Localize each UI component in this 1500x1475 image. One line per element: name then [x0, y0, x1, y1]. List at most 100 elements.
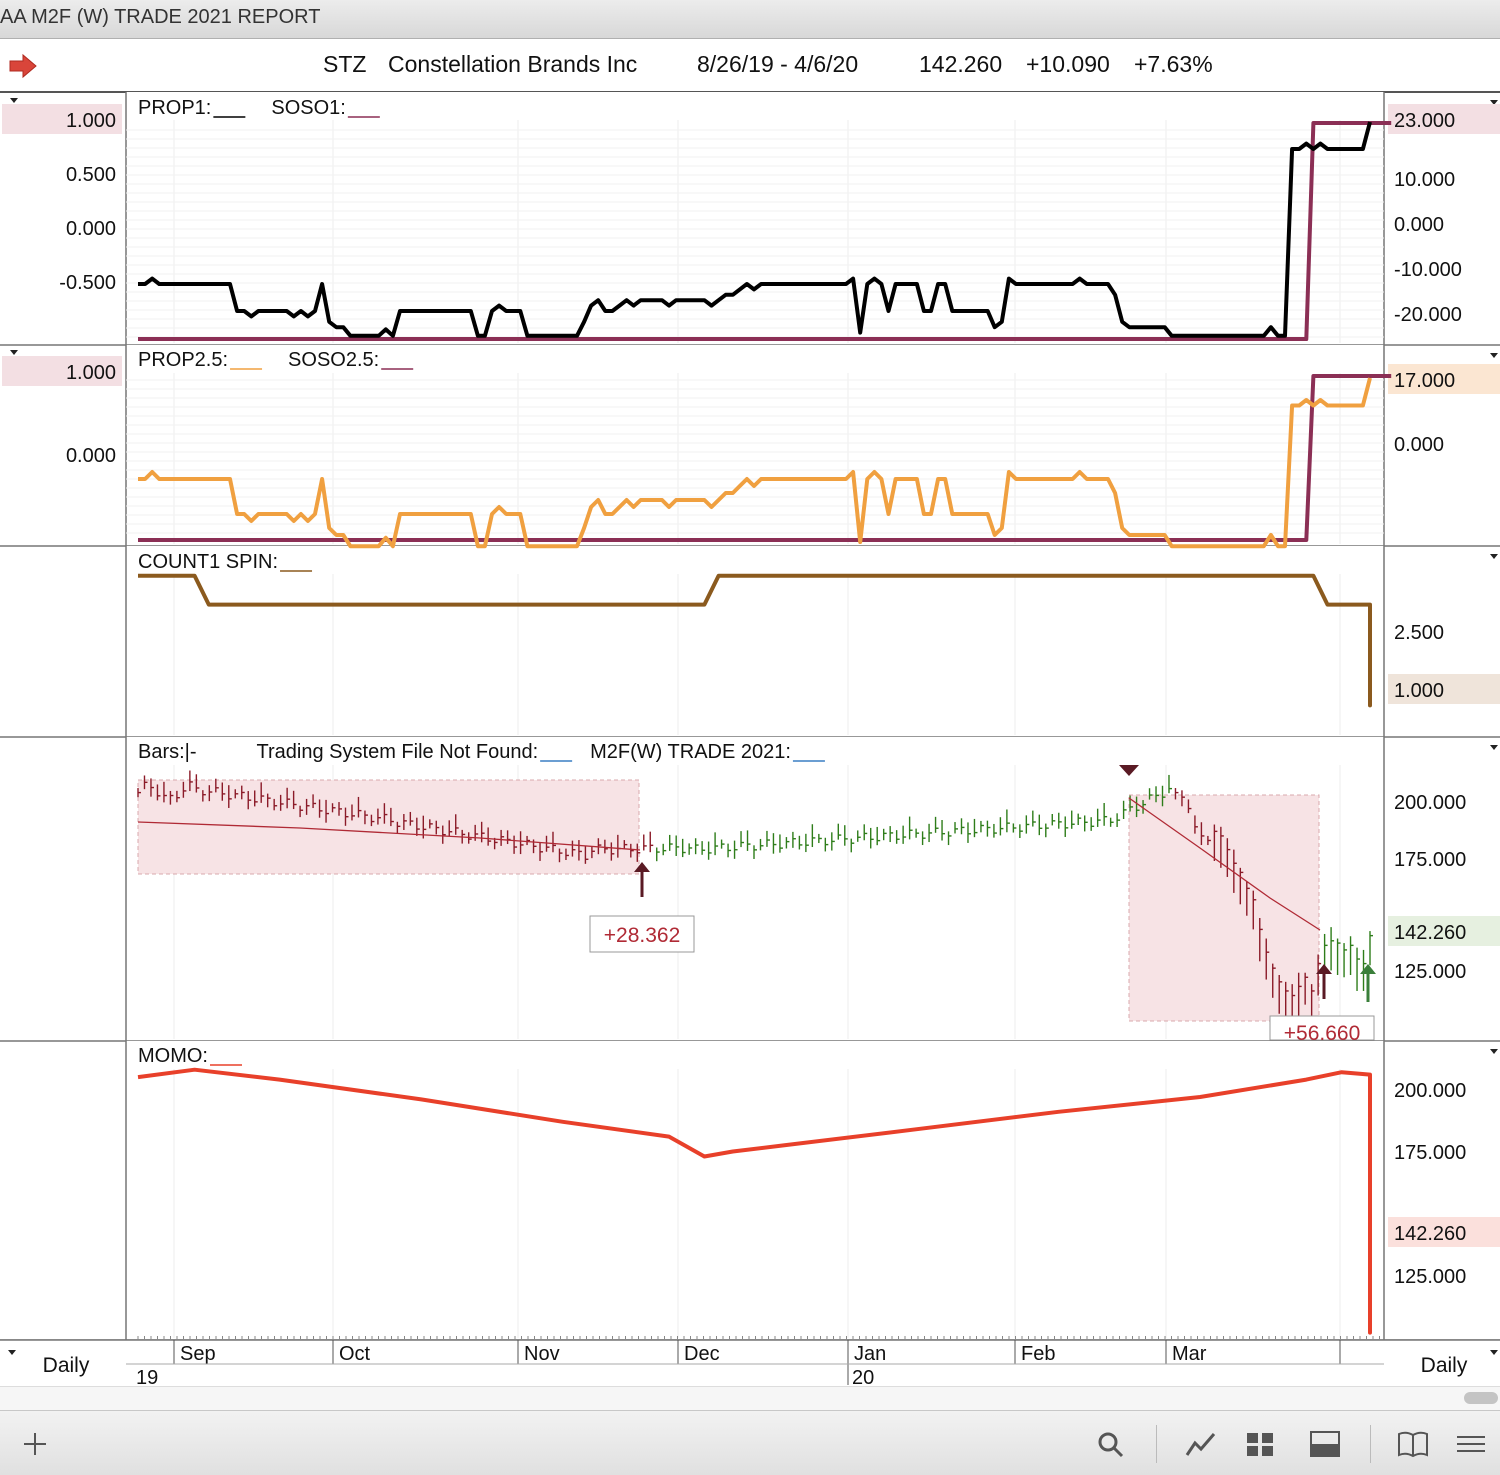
month-label: Nov — [524, 1343, 560, 1365]
month-label: Oct — [339, 1343, 371, 1365]
axis-highlight — [2, 356, 122, 386]
series-prop25-line — [138, 377, 1372, 549]
moving-average-line — [137, 821, 641, 851]
panel-menu-icon[interactable] — [10, 98, 18, 103]
axis-highlight — [1388, 1217, 1500, 1247]
right-tick-label: 200.000 — [1394, 1080, 1466, 1102]
series-prop1-line — [138, 121, 1372, 338]
book-icon[interactable] — [1396, 1429, 1430, 1459]
axis-highlight — [2, 104, 122, 134]
buy-arrow-icon — [1360, 964, 1376, 974]
bottom-toolbar — [0, 1410, 1500, 1475]
price-change-percent: +7.63% — [1134, 51, 1213, 77]
trade-annotation-box — [1269, 1015, 1375, 1041]
right-tick-label: 10.000 — [1394, 169, 1455, 191]
timeframe-menu-icon[interactable] — [8, 1350, 16, 1355]
legend-entry: M2F(W) TRADE 2021: — [590, 741, 791, 763]
legend-entry: SOSO1: — [271, 97, 345, 119]
menu-icon[interactable] — [1454, 1429, 1488, 1459]
symbol-header: STZ Constellation Brands Inc 8/26/19 - 4… — [0, 39, 1500, 93]
right-tick-label: 125.000 — [1394, 961, 1466, 983]
window-titlebar: AA M2F (W) TRADE 2021 REPORT — [0, 0, 1500, 39]
right-tick-label: 175.000 — [1394, 849, 1466, 871]
buy-arrow-icon — [1316, 964, 1332, 974]
legend-entry: COUNT1 SPIN: — [138, 551, 278, 573]
timeframe-menu-icon[interactable] — [1490, 1350, 1498, 1355]
left-tick-label: 1.000 — [66, 362, 116, 384]
year-label: 20 — [852, 1367, 874, 1387]
legend-entry: SOSO2.5: — [288, 349, 379, 371]
trade-box-2 — [1128, 794, 1320, 1022]
legend-entry: MOMO: — [138, 1045, 208, 1067]
axis-highlight — [1388, 364, 1500, 394]
sell-marker-icon — [1119, 765, 1139, 776]
horizontal-scrollbar[interactable] — [0, 1386, 1500, 1411]
series-soso1-line — [138, 121, 1392, 341]
right-tick-label: -20.000 — [1394, 304, 1462, 326]
panel-menu-icon[interactable] — [1490, 353, 1498, 358]
legend-entry: PROP1: — [138, 97, 211, 119]
left-tick-label: 0.000 — [66, 218, 116, 240]
right-tick-label: 23.000 — [1394, 110, 1455, 132]
moving-average-line — [1128, 797, 1321, 931]
last-price-label: 142.260 — [1394, 922, 1466, 944]
last-price-label: 142.260 — [1394, 1223, 1466, 1245]
panel-background — [126, 1041, 1384, 1340]
month-label: Sep — [180, 1343, 216, 1365]
right-tick-label: 1.000 — [1394, 680, 1444, 702]
scrollbar-thumb[interactable] — [1464, 1392, 1498, 1404]
trade-annotation: +28.362 — [604, 924, 681, 947]
series-momo-line — [137, 1067, 1372, 1335]
panel-background — [126, 92, 1384, 345]
left-tick-label: -0.500 — [59, 272, 116, 294]
price-change: +10.090 — [1026, 51, 1110, 77]
month-label: Dec — [684, 1343, 720, 1365]
right-tick-label: 0.000 — [1394, 434, 1444, 456]
left-tick-label: 0.000 — [66, 445, 116, 467]
panel-menu-icon[interactable] — [1490, 745, 1498, 750]
date-range: 8/26/19 - 4/6/20 — [697, 51, 859, 77]
right-tick-label: 200.000 — [1394, 792, 1466, 814]
year-label: 19 — [136, 1367, 158, 1387]
window-title: AA M2F (W) TRADE 2021 REPORT — [0, 6, 321, 28]
month-label: Mar — [1172, 1343, 1207, 1365]
red-arrow-icon[interactable] — [8, 53, 38, 79]
panel-background — [126, 546, 1384, 737]
right-tick-label: 0.000 — [1394, 214, 1444, 236]
legend-entry: PROP2.5: — [138, 349, 228, 371]
x-axis-background — [0, 1340, 1500, 1386]
timeframe-right[interactable]: Daily — [1421, 1354, 1468, 1377]
panel-menu-icon[interactable] — [1490, 554, 1498, 559]
layout-icon[interactable] — [1308, 1429, 1342, 1459]
buy-arrow-icon — [634, 862, 650, 872]
grid-icon[interactable] — [1243, 1429, 1277, 1459]
legend-entry: Trading System File Not Found: — [257, 741, 539, 763]
panel-background — [126, 345, 1384, 546]
trade-box-1 — [137, 779, 640, 875]
axis-highlight — [1388, 916, 1500, 946]
axis-highlight — [1388, 674, 1500, 704]
line-chart-icon[interactable] — [1184, 1429, 1218, 1459]
series-count1-spin-line — [138, 573, 1372, 708]
right-tick-label: 2.500 — [1394, 622, 1444, 644]
trade-annotation-box — [589, 915, 695, 953]
symbol: STZ — [323, 51, 367, 77]
panel-menu-icon[interactable] — [1490, 1049, 1498, 1054]
toolbar-divider — [1370, 1425, 1371, 1463]
month-label: Feb — [1021, 1343, 1055, 1365]
axis-highlight — [1388, 104, 1500, 134]
legend-entry: Bars:|- — [138, 741, 197, 763]
month-label: Jan — [854, 1343, 886, 1365]
panel-menu-icon[interactable] — [1490, 100, 1498, 105]
timeframe-left[interactable]: Daily — [43, 1354, 90, 1377]
plus-icon[interactable] — [18, 1429, 52, 1459]
search-icon[interactable] — [1094, 1429, 1128, 1459]
panel-menu-icon[interactable] — [10, 350, 18, 355]
left-tick-label: 0.500 — [66, 164, 116, 186]
chart-stage[interactable]: PROP1: SOSO1: 1.000 0.500 0.000 -0.500 23.000 1… — [0, 92, 1500, 1387]
last-price: 142.260 — [919, 51, 1003, 77]
left-tick-label: 1.000 — [66, 110, 116, 132]
right-tick-label: -10.000 — [1394, 259, 1462, 281]
toolbar-divider — [1156, 1425, 1157, 1463]
trade-annotation: +56.660 — [1284, 1022, 1361, 1045]
